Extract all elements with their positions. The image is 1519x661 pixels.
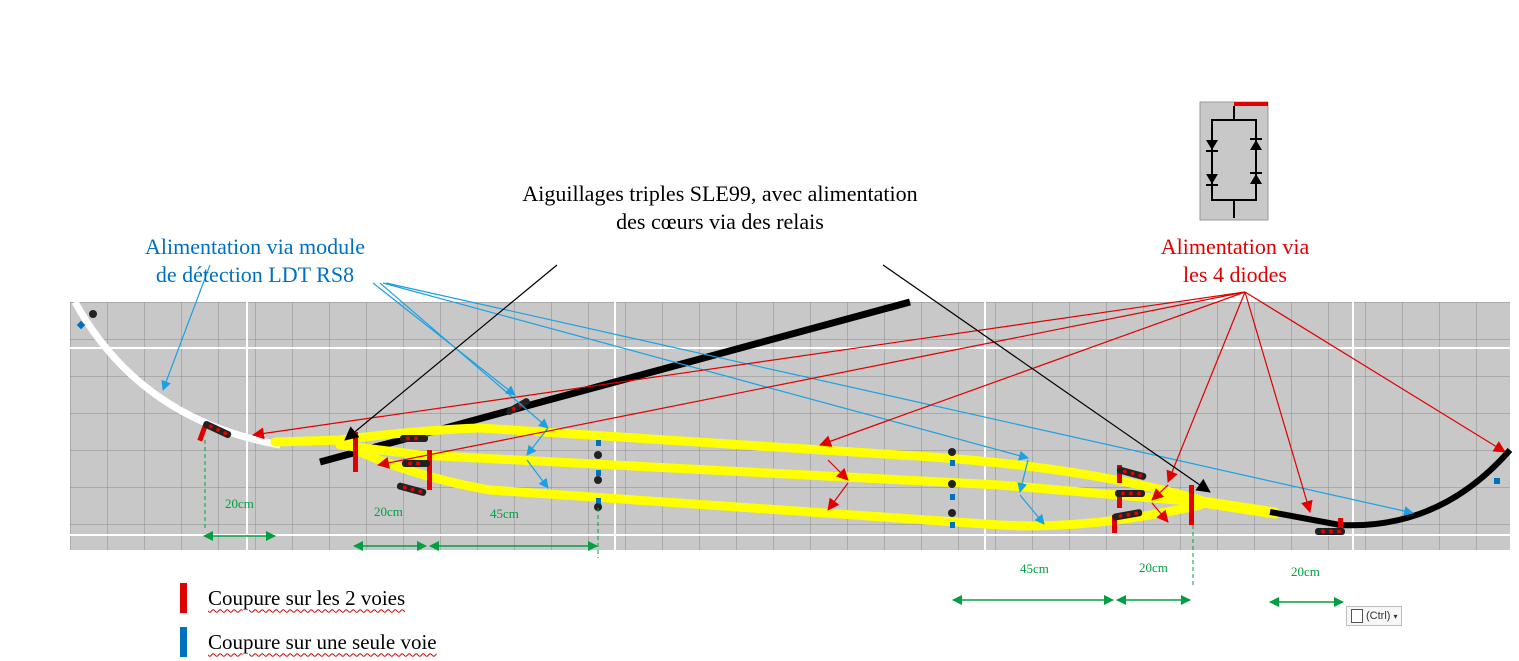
title-line-2: des cœurs via des relais [616, 209, 824, 234]
legend-both-label: Coupure sur les 2 voies [208, 585, 406, 610]
dimension-arrows [203, 531, 1344, 607]
legend-single-label: Coupure sur une seule voie [208, 629, 437, 654]
diode-bridge-icon [1199, 101, 1269, 221]
legend-red-marker [180, 583, 187, 613]
blue-supply-label: Alimentation via module de détection LDT… [110, 233, 400, 289]
red-line-2: les 4 diodes [1183, 262, 1287, 287]
paste-options-label: (Ctrl) [1366, 610, 1391, 622]
black-right-track [1269, 448, 1513, 529]
distance-label: 20cm [1139, 560, 1168, 575]
cut-markers-blue [76, 320, 1500, 528]
major-grid-lines [70, 302, 1510, 550]
distance-label: 20cm [1291, 564, 1320, 579]
paste-options-button[interactable]: (Ctrl) ▾ [1346, 606, 1403, 626]
chevron-down-icon: ▾ [1393, 611, 1398, 621]
cut-markers-red [197, 424, 1343, 533]
blue-arrows [161, 264, 1414, 525]
distance-label: 45cm [490, 506, 519, 521]
red-line-1: Alimentation via [1160, 234, 1310, 259]
black-arrows [344, 264, 1211, 493]
title-line-1: Aiguillages triples SLE99, avec alimenta… [522, 181, 918, 206]
yellow-station-tracks [270, 423, 1281, 531]
blue-line-2: de détection LDT RS8 [155, 262, 355, 287]
distance-label: 20cm [225, 496, 254, 511]
legend-single-rail: Coupure sur une seule voie [180, 627, 437, 657]
clipboard-icon [1351, 609, 1363, 623]
distance-label: 45cm [1020, 561, 1049, 576]
red-supply-label: Alimentation via les 4 diodes [1130, 233, 1340, 289]
distance-label: 20cm [374, 504, 403, 519]
white-curve-track [71, 300, 281, 449]
blue-line-1: Alimentation via module [145, 234, 365, 259]
legend-blue-marker [180, 627, 187, 657]
legend-both-rails: Coupure sur les 2 voies [180, 583, 405, 613]
green-dashed-guides [204, 440, 1194, 588]
title-label: Aiguillages triples SLE99, avec alimenta… [470, 180, 970, 236]
signals [89, 310, 1345, 535]
